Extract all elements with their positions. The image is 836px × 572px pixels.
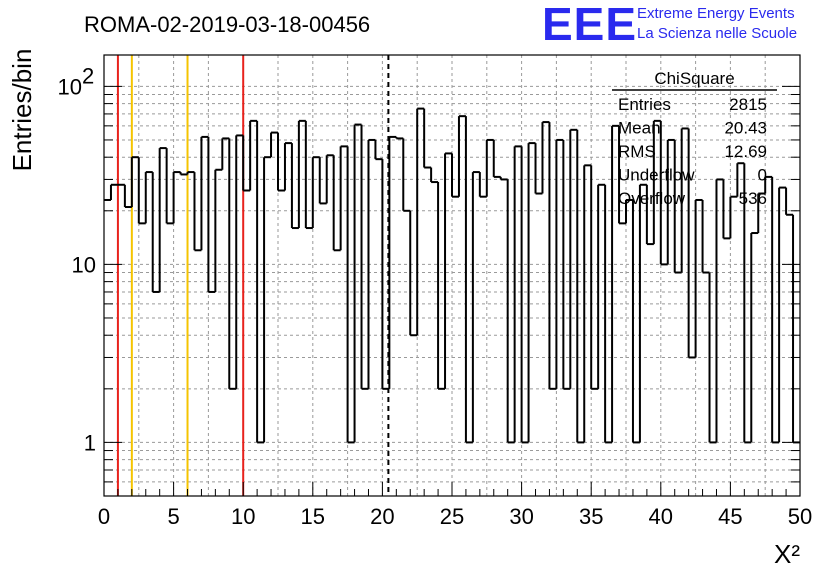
x-tick-label: 0 [98, 504, 110, 529]
x-tick-label: 10 [231, 504, 255, 529]
x-tick-label: 35 [579, 504, 603, 529]
eee-logo: EEE Extreme Energy Events La Scienza nel… [542, 0, 797, 50]
stats-box: ChiSquare Entries 2815 Mean 20.43 RMS 12.69 Und… [612, 69, 777, 208]
x-tick-label: 20 [370, 504, 394, 529]
y-tick-label: 1 [84, 430, 96, 455]
y-tick-label: 10 [72, 252, 96, 277]
x-axis-title: Χ² [774, 539, 800, 569]
logo-line-2: La Scienza nelle Scuole [637, 25, 797, 42]
stats-row-label: RMS [618, 142, 656, 161]
stats-row-label: Entries [618, 95, 671, 114]
stats-row-label: Mean [618, 119, 661, 138]
stats-row-label: Underflow [618, 166, 695, 185]
stats-title: ChiSquare [654, 69, 734, 88]
logo-mark: EEE [542, 0, 637, 50]
x-tick-label: 25 [440, 504, 464, 529]
x-tick-label: 45 [718, 504, 742, 529]
y-axis-title: Entries/bin [7, 49, 37, 172]
stats-row-value: 536 [739, 189, 767, 208]
stats-row-value: 20.43 [724, 119, 767, 138]
chart-title: ROMA-02-2019-03-18-00456 [84, 12, 370, 37]
stats-row-value: 2815 [729, 95, 767, 114]
stats-row-value: 12.69 [724, 142, 767, 161]
stats-row-label: Overflow [618, 189, 686, 208]
axes [103, 54, 801, 497]
histogram-steps [104, 107, 800, 444]
x-tick-label: 50 [788, 504, 812, 529]
stats-row-value: 0 [758, 166, 767, 185]
x-tick-label: 15 [301, 504, 325, 529]
x-tick-label: 30 [509, 504, 533, 529]
y-tick-label: 10 [58, 74, 82, 99]
x-tick-label: 40 [649, 504, 673, 529]
x-tick-label: 5 [167, 504, 179, 529]
logo-line-1: Extreme Energy Events [637, 5, 795, 22]
y-tick-exponent: 2 [82, 63, 94, 88]
